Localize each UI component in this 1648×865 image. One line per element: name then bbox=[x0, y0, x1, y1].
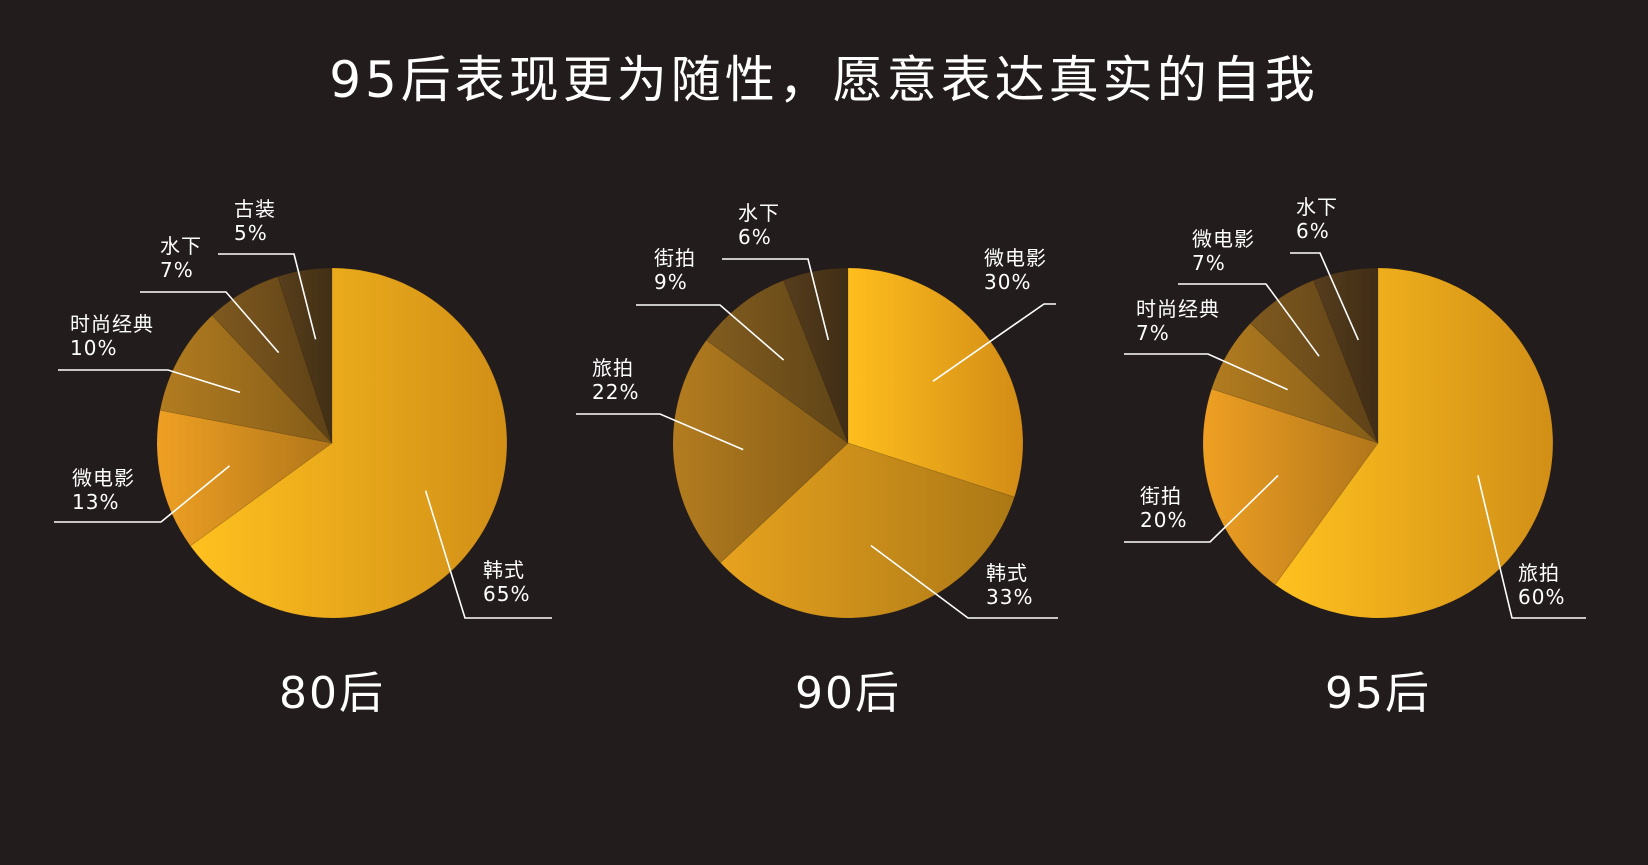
slice-label: 微电影 bbox=[1192, 227, 1255, 251]
slice-percent: 22% bbox=[592, 380, 639, 404]
slice-label: 韩式 bbox=[986, 561, 1028, 585]
slice-percent: 65% bbox=[483, 582, 530, 606]
pie-slice bbox=[705, 279, 850, 445]
pie-caption: 90后 bbox=[795, 668, 901, 719]
slice-percent: 30% bbox=[984, 270, 1031, 294]
slice-label: 水下 bbox=[160, 234, 202, 258]
leader-line bbox=[424, 490, 552, 619]
slice-percent: 33% bbox=[986, 585, 1033, 609]
slice-percent: 60% bbox=[1518, 585, 1565, 609]
slice-percent: 7% bbox=[1136, 321, 1170, 345]
pie-slice bbox=[156, 409, 334, 547]
slice-label: 水下 bbox=[1296, 195, 1338, 219]
slice-percent: 13% bbox=[72, 490, 119, 514]
pie-slice bbox=[1274, 267, 1554, 619]
pie-slice bbox=[1312, 267, 1379, 444]
slice-percent: 10% bbox=[70, 336, 117, 360]
slice-percent: 7% bbox=[1192, 251, 1226, 275]
leader-line bbox=[722, 258, 830, 341]
pie-caption: 80后 bbox=[279, 668, 385, 719]
leader-line bbox=[636, 304, 785, 361]
pie-slice bbox=[847, 267, 1024, 498]
pie-caption: 95后 bbox=[1325, 668, 1431, 719]
slice-percent: 6% bbox=[738, 225, 772, 249]
slice-label: 街拍 bbox=[1140, 484, 1182, 508]
slice-percent: 20% bbox=[1140, 508, 1187, 532]
slice-percent: 5% bbox=[234, 221, 268, 245]
leader-line bbox=[1290, 252, 1360, 341]
pie-slice bbox=[159, 314, 334, 444]
pie-slice bbox=[672, 339, 849, 564]
pie-slice bbox=[1210, 322, 1379, 444]
leader-line bbox=[1124, 353, 1288, 391]
pie-slice bbox=[1202, 388, 1379, 586]
pie-slice bbox=[189, 267, 508, 619]
leader-line bbox=[576, 413, 744, 451]
leader-line bbox=[54, 465, 231, 523]
slice-label: 古装 bbox=[234, 197, 276, 221]
slice-percent: 6% bbox=[1296, 219, 1330, 243]
leader-line bbox=[932, 303, 1056, 382]
pie-slice bbox=[719, 442, 1016, 619]
slice-label: 微电影 bbox=[72, 466, 135, 490]
leader-line bbox=[1477, 475, 1586, 619]
leader-line bbox=[870, 544, 1058, 619]
slice-percent: 9% bbox=[654, 270, 688, 294]
slice-label: 街拍 bbox=[654, 246, 696, 270]
page-title: 95后表现更为随性，愿意表达真实的自我 bbox=[329, 51, 1319, 109]
leader-line bbox=[1124, 474, 1279, 543]
slice-label: 时尚经典 bbox=[1136, 297, 1220, 321]
pie-slice bbox=[277, 267, 333, 444]
pie-slice bbox=[211, 275, 333, 444]
slice-percent: 7% bbox=[160, 258, 194, 282]
slice-label: 旅拍 bbox=[1518, 561, 1560, 585]
leader-line bbox=[218, 253, 317, 340]
slice-label: 水下 bbox=[738, 201, 780, 225]
pie-slice bbox=[1249, 279, 1379, 444]
leader-line bbox=[140, 291, 280, 354]
slice-label: 微电影 bbox=[984, 246, 1047, 270]
slice-label: 时尚经典 bbox=[70, 312, 154, 336]
leader-line bbox=[58, 369, 241, 394]
slice-label: 韩式 bbox=[483, 558, 525, 582]
slice-label: 旅拍 bbox=[592, 356, 634, 380]
leader-line bbox=[1178, 283, 1320, 357]
pie-slice bbox=[782, 267, 849, 444]
